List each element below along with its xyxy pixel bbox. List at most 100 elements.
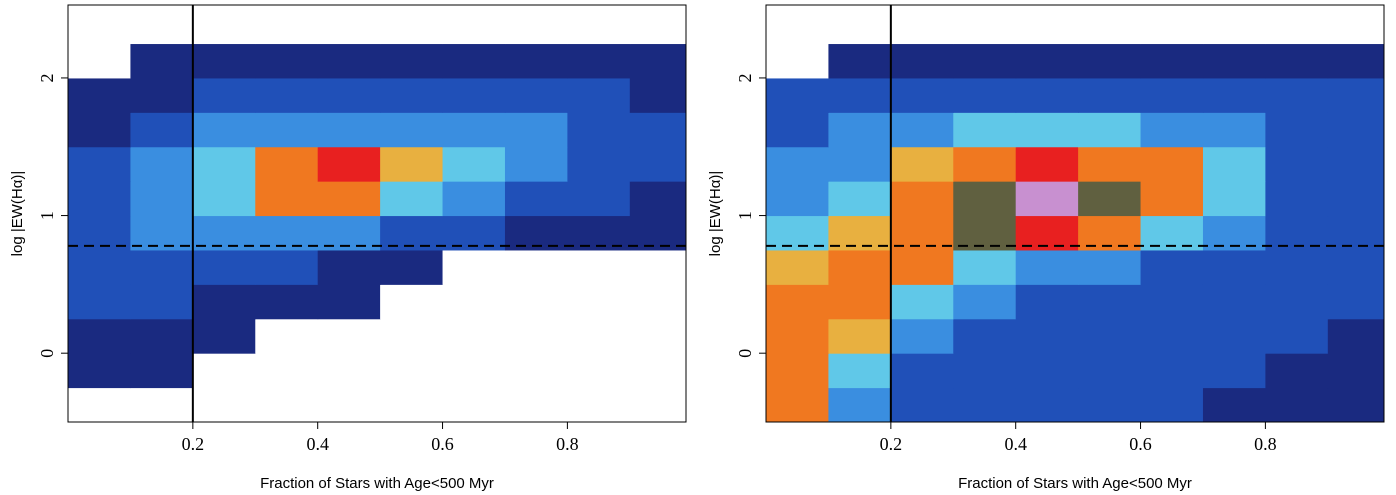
density-cell: [442, 353, 506, 389]
density-cell: [442, 112, 506, 148]
density-cell: [890, 43, 954, 79]
density-cell: [1327, 181, 1384, 217]
x-tick-label: 0.6: [431, 434, 454, 454]
density-cell: [255, 249, 319, 285]
density-cell: [766, 146, 829, 182]
density-cell: [380, 43, 444, 79]
density-cell: [1078, 112, 1142, 148]
density-cell: [255, 215, 319, 251]
density-cell: [1327, 77, 1384, 113]
density-cell: [1015, 387, 1079, 422]
density-cell: [766, 181, 829, 217]
density-cell: [504, 43, 568, 79]
density-cell: [766, 112, 829, 148]
x-axis-label: Fraction of Stars with Age<500 Myr: [260, 475, 494, 492]
y-axis-label: log |EW(Hα)|: [9, 171, 26, 257]
density-cell: [1265, 215, 1329, 251]
density-cell: [953, 9, 1017, 45]
density-cell: [68, 387, 131, 422]
density-cell: [317, 215, 381, 251]
density-cell: [130, 43, 194, 79]
density-cell: [1265, 181, 1329, 217]
density-cell: [890, 146, 954, 182]
density-cell: [953, 249, 1017, 285]
x-tick-label: 0.4: [1004, 434, 1027, 454]
density-cell: [380, 284, 444, 320]
density-cell: [1015, 112, 1079, 148]
density-cell: [130, 77, 194, 113]
density-cell: [380, 146, 444, 182]
density-cell: [890, 387, 954, 422]
y-tick-label: 2: [37, 73, 57, 82]
density-cell: [504, 249, 568, 285]
x-tick-label: 0.2: [182, 434, 205, 454]
y-tick-label: 0: [735, 349, 755, 358]
density-cell: [1265, 318, 1329, 354]
density-cell: [1015, 353, 1079, 389]
density-cell: [1327, 43, 1384, 79]
density-cell: [1327, 353, 1384, 389]
density-cell: [1327, 215, 1384, 251]
density-cell: [890, 215, 954, 251]
density-cell: [1265, 112, 1329, 148]
x-axis-label: Fraction of Stars with Age<500 Myr: [958, 475, 1192, 492]
density-cell: [629, 146, 686, 182]
density-cell: [442, 284, 506, 320]
density-cell: [380, 318, 444, 354]
density-cell: [442, 146, 506, 182]
panel: 0.2 0.4 0.6 0.8 0 1 2 Fraction of Stars with Ag…: [707, 4, 1385, 492]
y-tick-label: 2: [735, 73, 755, 82]
density-cell: [1015, 43, 1079, 79]
density-cell: [766, 43, 829, 79]
density-cell: [1202, 181, 1266, 217]
density-cell: [567, 146, 631, 182]
density-cell: [1078, 77, 1142, 113]
density-cell: [1078, 9, 1142, 45]
density-cell: [130, 387, 194, 422]
density-cell: [1140, 146, 1204, 182]
density-cell: [1140, 249, 1204, 285]
density-cell: [1202, 215, 1266, 251]
density-cell: [130, 318, 194, 354]
density-cell: [766, 387, 829, 422]
density-cell: [828, 318, 892, 354]
density-cell: [255, 9, 319, 45]
density-cell: [255, 43, 319, 79]
density-cell: [1140, 181, 1204, 217]
density-cell: [1015, 284, 1079, 320]
density-cell: [68, 43, 131, 79]
density-cell: [953, 284, 1017, 320]
density-cell: [504, 387, 568, 422]
density-cell: [380, 77, 444, 113]
density-cell: [1078, 249, 1142, 285]
density-cell: [953, 146, 1017, 182]
density-cell: [1265, 9, 1329, 45]
density-cell: [192, 353, 256, 389]
density-cell: [766, 318, 829, 354]
heatmap: [68, 9, 686, 422]
density-cell: [255, 387, 319, 422]
density-cell: [1202, 387, 1266, 422]
density-cell: [828, 249, 892, 285]
density-cell: [1265, 146, 1329, 182]
x-tick-label: 0.8: [1254, 434, 1277, 454]
density-cell: [828, 9, 892, 45]
density-cell: [255, 284, 319, 320]
density-cell: [130, 284, 194, 320]
density-cell: [1140, 112, 1204, 148]
density-cell: [1327, 284, 1384, 320]
density-cell: [442, 9, 506, 45]
density-cell: [890, 353, 954, 389]
density-cell: [317, 112, 381, 148]
density-cell: [380, 387, 444, 422]
density-cell: [442, 77, 506, 113]
density-cell: [317, 353, 381, 389]
density-cell: [953, 43, 1017, 79]
plot-frame: [765, 4, 1385, 423]
density-cell: [317, 318, 381, 354]
density-cell: [1078, 353, 1142, 389]
density-cell: [1202, 77, 1266, 113]
density-cell: [504, 284, 568, 320]
density-cell: [1202, 249, 1266, 285]
density-cell: [504, 181, 568, 217]
